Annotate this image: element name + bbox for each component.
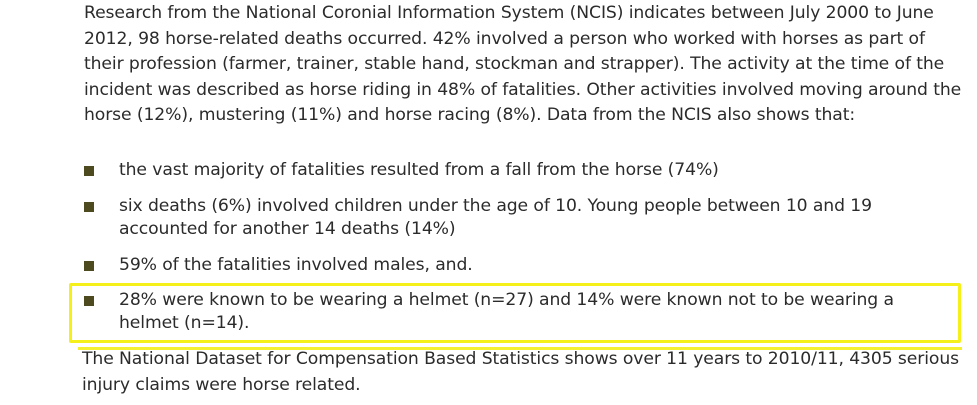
list-item: the vast majority of fatalities resulted…: [84, 159, 944, 183]
list-item: 59% of the fatalities involved males, an…: [84, 254, 944, 278]
outro-paragraph: The National Dataset for Compensation Ba…: [82, 349, 959, 395]
list-item-text: 59% of the fatalities involved males, an…: [119, 255, 473, 275]
list-item-highlighted: 28% were known to be wearing a helmet (n…: [84, 289, 944, 337]
list-item: six deaths (6%) involved children under …: [84, 195, 944, 243]
square-bullet-icon: [84, 166, 94, 176]
square-bullet-icon: [84, 261, 94, 271]
intro-paragraph: Research from the National Coronial Info…: [84, 3, 962, 125]
highlight-annotation-box: [69, 283, 962, 350]
list-item-text: 28% were known to be wearing a helmet (n…: [119, 290, 894, 333]
square-bullet-icon: [84, 202, 94, 212]
list-item-text: six deaths (6%) involved children under …: [119, 196, 872, 239]
square-bullet-icon: [84, 296, 94, 306]
list-item-text: the vast majority of fatalities resulted…: [119, 160, 719, 180]
